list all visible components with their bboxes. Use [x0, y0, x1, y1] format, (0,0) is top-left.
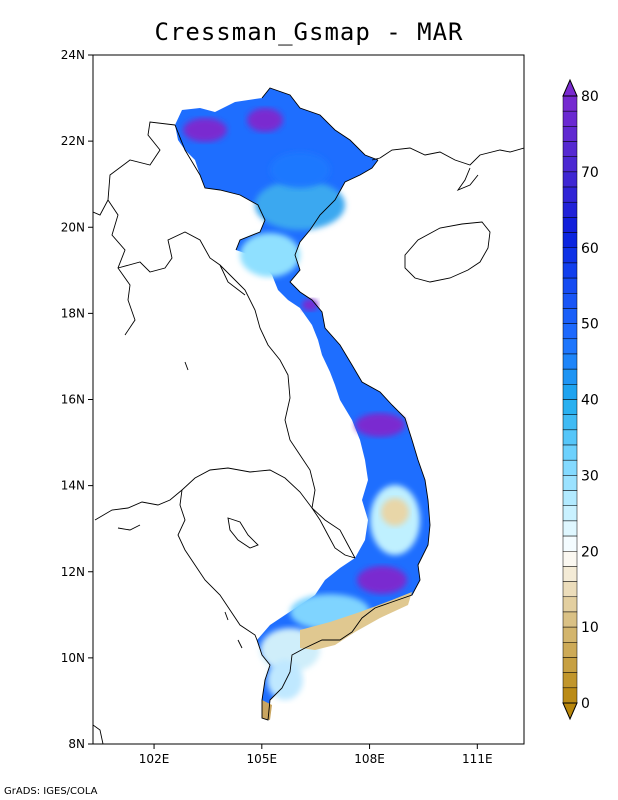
- colorbar-segment: [562, 156, 578, 173]
- colorbar-label: 40: [581, 393, 599, 409]
- colorbar-segment: [562, 277, 578, 294]
- colorbar-segment: [562, 672, 578, 689]
- lat-tick-label: 16N: [61, 393, 85, 407]
- colorbar-max-arrow: [562, 78, 578, 97]
- colorbar-segment: [562, 414, 578, 431]
- colorbar-segment: [562, 247, 578, 264]
- colorbar-label: 20: [581, 544, 599, 560]
- colorbar-segment: [562, 141, 578, 157]
- colorbar-segment: [562, 384, 578, 400]
- colorbar-segment: [562, 110, 578, 127]
- colorbar-segment: [562, 490, 578, 506]
- colorbar-segment: [562, 262, 578, 279]
- colorbar-label: 70: [581, 165, 599, 181]
- colorbar-segment: [562, 535, 578, 552]
- colorbar-label: 80: [581, 89, 599, 105]
- colorbar-segment: [562, 368, 578, 385]
- light-cyan-patch: [240, 233, 300, 277]
- colorbar-label: 0: [581, 696, 590, 712]
- colorbar-segment: [562, 201, 578, 218]
- vietnam-rainfall-field: [175, 88, 430, 720]
- colorbar-segment: [562, 444, 578, 461]
- colorbar-segment: [562, 596, 578, 613]
- country-boundaries: [93, 87, 524, 744]
- lon-tick-label: 108E: [354, 752, 385, 766]
- lat-tick-label: 22N: [61, 134, 85, 148]
- colorbar-segment: [562, 353, 578, 370]
- colorbar-segment: [562, 687, 578, 704]
- blue-patch: [270, 152, 330, 188]
- colorbar-segment: [562, 611, 578, 628]
- colorbar: 80 70 60 50 40 30 20 10 0: [562, 78, 599, 721]
- colorbar-label: 60: [581, 241, 599, 257]
- colorbar-segment: [562, 399, 578, 415]
- lat-tick-label: 14N: [61, 479, 85, 493]
- colorbar-label: 30: [581, 468, 599, 484]
- colorbar-segment: [562, 217, 578, 233]
- purple-patch-north2: [247, 108, 283, 132]
- colorbar-segment: [562, 171, 578, 188]
- footer-credit: GrADS: IGES/COLA: [4, 786, 98, 797]
- tan-coastal-band: [300, 592, 412, 650]
- lon-tick-label: 105E: [247, 752, 278, 766]
- map-title: Cressman_Gsmap - MAR: [154, 18, 464, 46]
- colorbar-segment: [562, 429, 578, 446]
- colorbar-segment: [562, 232, 578, 248]
- colorbar-segment: [562, 95, 578, 112]
- purple-patch-north: [183, 118, 227, 142]
- lat-tick-label: 24N: [61, 48, 85, 62]
- colorbar-segment: [562, 581, 578, 598]
- colorbar-segment: [562, 338, 578, 355]
- purple-patch-south: [357, 566, 407, 594]
- pale-camau-patch: [267, 660, 303, 700]
- lat-tick-label: 10N: [61, 651, 85, 665]
- colorbar-segment: [562, 566, 578, 582]
- colorbar-segment: [562, 459, 578, 476]
- colorbar-segment: [562, 642, 578, 658]
- colorbar-segment: [562, 657, 578, 673]
- colorbar-segment: [562, 551, 578, 567]
- colorbar-min-arrow: [562, 702, 578, 721]
- lat-tick-label: 8N: [68, 737, 85, 751]
- vietnam-shape: [175, 88, 430, 720]
- lon-tick-label: 111E: [462, 752, 493, 766]
- purple-patch-central: [355, 413, 405, 437]
- colorbar-segment: [562, 126, 578, 142]
- lat-tick-label: 12N: [61, 565, 85, 579]
- colorbar-segment: [562, 505, 578, 522]
- colorbar-segment: [562, 308, 578, 324]
- colorbar-label: 50: [581, 317, 599, 333]
- lat-tick-label: 20N: [61, 220, 85, 234]
- lon-tick-label: 102E: [139, 752, 170, 766]
- cyan-patch: [255, 180, 345, 230]
- latitude-axis: 24N 22N 20N 18N 16N 14N 12N 10N 8N: [61, 48, 93, 751]
- colorbar-segment: [562, 475, 578, 491]
- colorbar-segment: [562, 186, 578, 203]
- colorbar-label: 10: [581, 620, 599, 636]
- colorbar-segment: [562, 626, 578, 643]
- colorbar-segment: [562, 323, 578, 340]
- tan-patch: [381, 498, 409, 526]
- lat-tick-label: 18N: [61, 306, 85, 320]
- colorbar-segment: [562, 293, 578, 309]
- colorbar-segment: [562, 520, 578, 537]
- longitude-axis: 102E 105E 108E 111E: [139, 744, 493, 766]
